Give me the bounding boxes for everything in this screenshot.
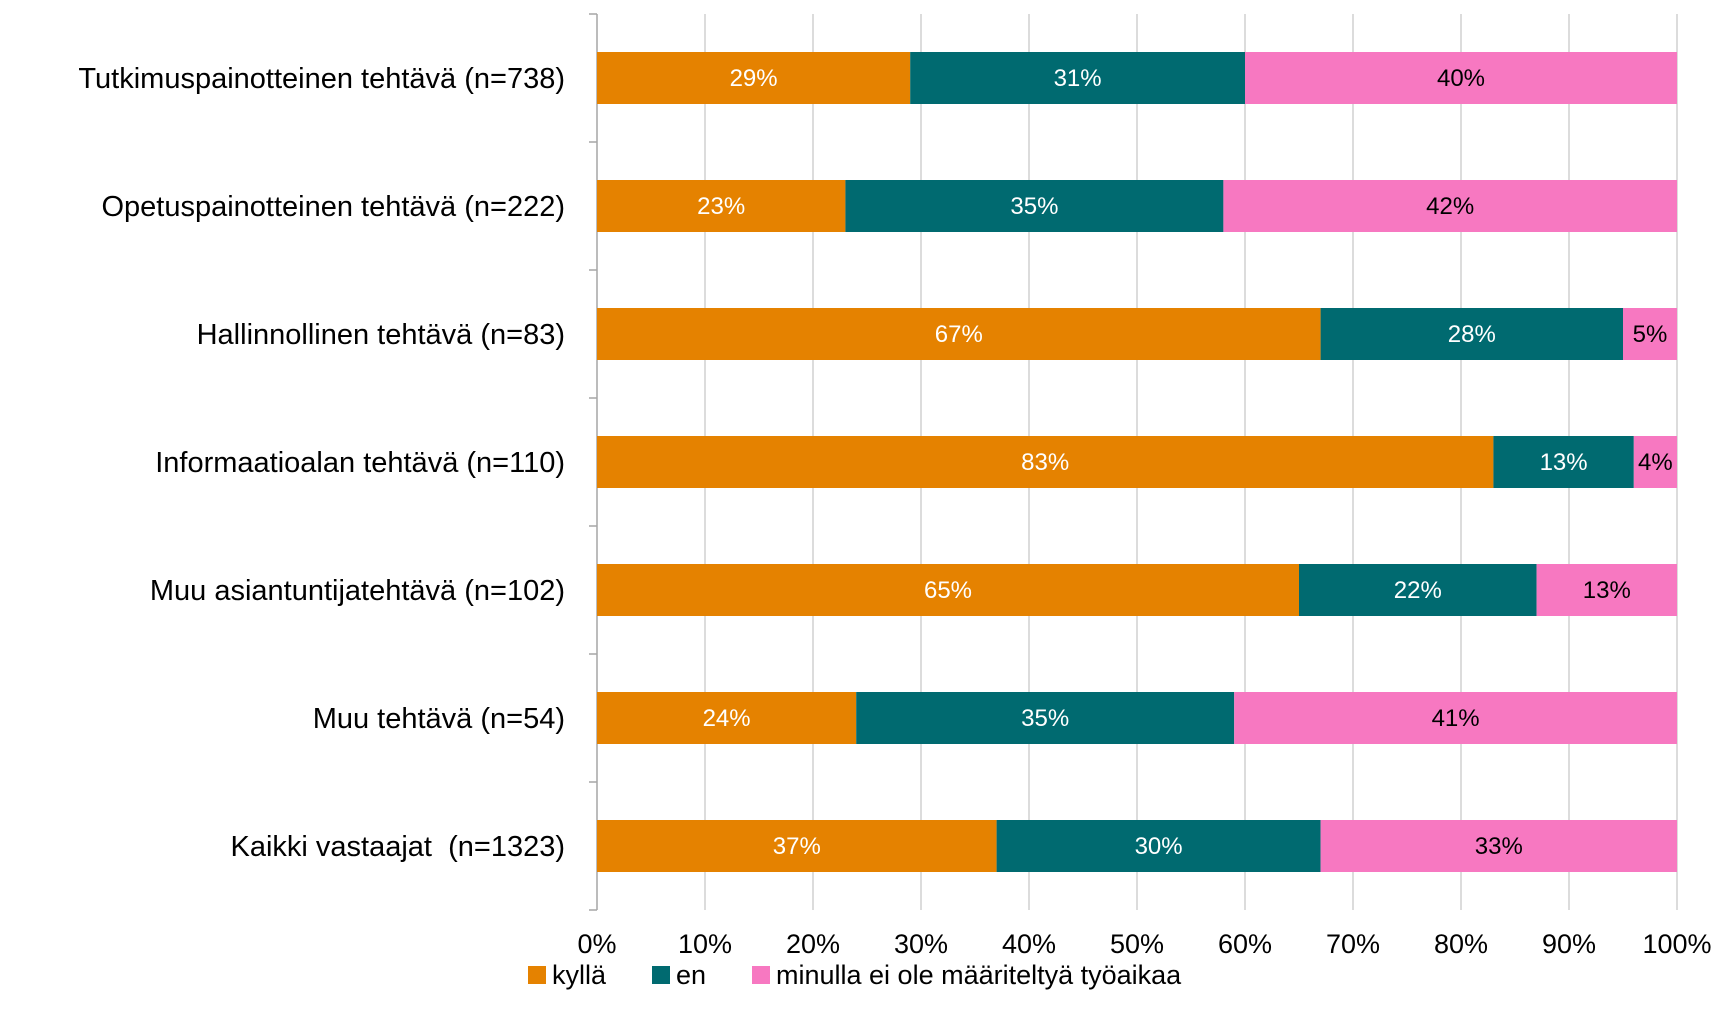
x-tick-label: 90% — [1542, 929, 1596, 959]
data-label: 29% — [730, 65, 778, 92]
bar-segment — [856, 692, 1235, 744]
x-tick-label: 100% — [1642, 929, 1711, 959]
bar-segment — [1320, 308, 1623, 360]
data-label: 28% — [1448, 321, 1496, 348]
category-labels: Tutkimuspainotteinen tehtävä (n=738) Opet… — [78, 63, 565, 863]
data-label: 31% — [1054, 65, 1102, 92]
data-label: 67% — [935, 321, 983, 348]
data-label: 41% — [1432, 705, 1480, 732]
x-tick-label: 10% — [678, 929, 732, 959]
data-label: 22% — [1394, 577, 1442, 604]
data-label: 24% — [703, 705, 751, 732]
bar-segment — [597, 180, 846, 232]
bar-segment — [597, 820, 997, 872]
category-label: Opetuspainotteinen tehtävä (n=222) — [101, 191, 565, 223]
bar-segment — [1234, 692, 1677, 744]
category-label: Hallinnollinen tehtävä (n=83) — [197, 319, 565, 351]
bar-segment — [1623, 308, 1677, 360]
data-label: 37% — [773, 833, 821, 860]
legend-label: kyllä — [552, 960, 607, 990]
data-label: 35% — [1010, 193, 1058, 220]
x-tick-label: 50% — [1110, 929, 1164, 959]
x-tick-labels: 0% 10% 20% 30% 40% 50% 60% 70% 80% 90% 100% — [577, 929, 1711, 959]
bar-segment — [1299, 564, 1537, 616]
category-label: Muu tehtävä (n=54) — [313, 703, 565, 735]
x-tick-label: 30% — [894, 929, 948, 959]
bar-segment — [996, 820, 1321, 872]
data-label: 35% — [1021, 705, 1069, 732]
category-label: Informaatioalan tehtävä (n=110) — [155, 447, 565, 479]
legend-swatch — [652, 966, 670, 984]
bar-segment — [1633, 436, 1677, 488]
bar-segment — [1223, 180, 1677, 232]
x-tick-label: 70% — [1326, 929, 1380, 959]
bars: 29% 31% 40% 23% 35% 42% 67% 28% 5% 83% 13% 4% 65% 22%… — [597, 52, 1677, 872]
bar-segment — [1536, 564, 1677, 616]
data-label: 5% — [1633, 321, 1668, 348]
legend-swatch — [752, 966, 770, 984]
legend-label: minulla ei ole määriteltyä työaikaa — [776, 960, 1182, 990]
data-label: 13% — [1540, 449, 1588, 476]
bar-segment — [597, 52, 911, 104]
bar-segment — [1245, 52, 1677, 104]
legend-label: en — [676, 960, 706, 990]
bar-segment — [597, 436, 1494, 488]
bar-segment — [597, 564, 1299, 616]
x-tick-label: 60% — [1218, 929, 1272, 959]
data-label: 40% — [1437, 65, 1485, 92]
data-label: 23% — [697, 193, 745, 220]
legend-swatch — [528, 966, 546, 984]
data-label: 30% — [1135, 833, 1183, 860]
x-tick-label: 20% — [786, 929, 840, 959]
data-label: 65% — [924, 577, 972, 604]
data-label: 4% — [1638, 449, 1673, 476]
category-label: Muu asiantuntijatehtävä (n=102) — [150, 575, 565, 607]
category-axis — [589, 13, 598, 911]
bar-segment — [1320, 820, 1677, 872]
x-tick-label: 0% — [577, 929, 616, 959]
x-tick-label: 80% — [1434, 929, 1488, 959]
data-label: 33% — [1475, 833, 1523, 860]
data-label: 83% — [1021, 449, 1069, 476]
bar-segment — [845, 180, 1224, 232]
x-tick-label: 40% — [1002, 929, 1056, 959]
category-label: Kaikki vastaajat (n=1323) — [231, 831, 566, 863]
data-label: 13% — [1583, 577, 1631, 604]
category-label: Tutkimuspainotteinen tehtävä (n=738) — [78, 63, 565, 95]
bar-segment — [597, 692, 857, 744]
bar-segment — [597, 308, 1321, 360]
legend: kyllä en minulla ei ole määriteltyä työaik… — [528, 960, 1182, 990]
bar-segment — [1493, 436, 1634, 488]
bar-segment — [910, 52, 1245, 104]
data-label: 42% — [1426, 193, 1474, 220]
